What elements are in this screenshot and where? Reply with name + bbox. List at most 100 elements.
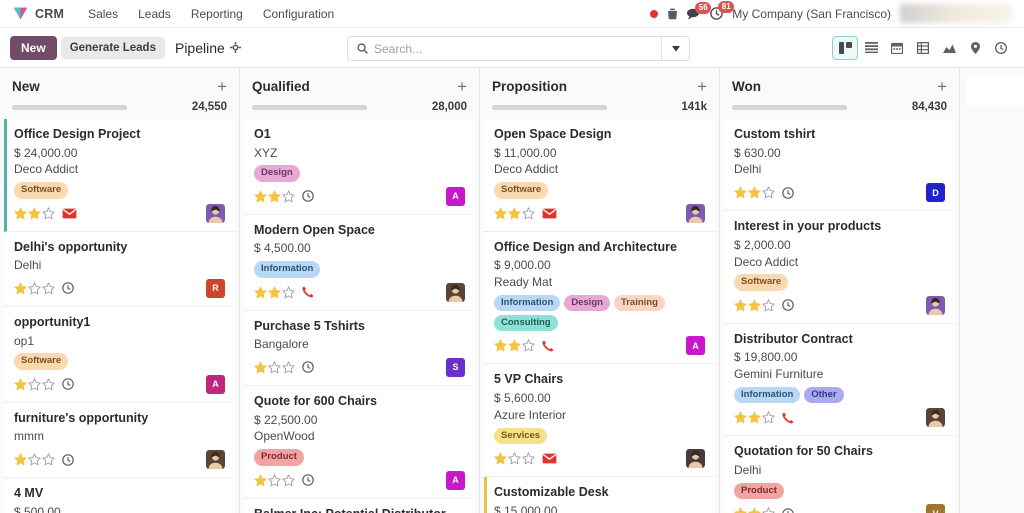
card-tag[interactable]: Product <box>254 449 304 466</box>
card-tag[interactable]: Information <box>494 294 561 312</box>
star-empty-icon[interactable] <box>508 452 521 465</box>
priority-stars[interactable] <box>734 411 775 424</box>
gear-icon[interactable] <box>229 42 241 53</box>
card-tag[interactable]: Consulting <box>494 315 558 332</box>
search-bar[interactable] <box>347 36 690 61</box>
star-filled-icon[interactable] <box>254 190 267 203</box>
kanban-card[interactable]: O1 XYZ Design A <box>244 119 475 215</box>
app-brand[interactable]: CRM <box>8 6 64 21</box>
kanban-card[interactable]: Balmer Inc: Potential Distributor$ 1,000… <box>244 498 475 513</box>
priority-stars[interactable] <box>14 206 55 220</box>
star-filled-icon[interactable] <box>748 299 761 312</box>
star-empty-icon[interactable] <box>522 206 535 220</box>
priority-stars[interactable] <box>494 452 535 465</box>
new-record-button[interactable]: New <box>10 35 57 60</box>
star-empty-icon[interactable] <box>762 299 775 312</box>
clock-activity-icon[interactable] <box>782 507 794 513</box>
kanban-card[interactable]: 4 MV$ 500.00MmServices <box>4 478 235 513</box>
add-card-icon[interactable]: + <box>937 76 947 96</box>
kanban-card[interactable]: Quote for 600 Chairs $ 22,500.00 OpenWood P… <box>244 385 475 499</box>
clock-activity-icon[interactable] <box>302 190 314 203</box>
card-tag[interactable]: Design <box>254 165 300 182</box>
star-empty-icon[interactable] <box>28 453 41 466</box>
priority-stars[interactable] <box>734 507 775 513</box>
view-button-calendar[interactable] <box>884 35 910 60</box>
avatar[interactable] <box>206 203 225 223</box>
avatar[interactable]: A <box>686 336 705 356</box>
card-tag[interactable]: Other <box>804 387 844 404</box>
kanban-card[interactable]: Office Design and Architecture $ 9,000.00… <box>484 231 715 365</box>
kanban-card[interactable]: Modern Open Space $ 4,500.00 Information <box>244 214 475 311</box>
star-filled-icon[interactable] <box>14 282 27 295</box>
star-empty-icon[interactable] <box>42 282 55 295</box>
priority-stars[interactable] <box>494 339 535 352</box>
star-empty-icon[interactable] <box>268 361 281 374</box>
star-filled-icon[interactable] <box>508 339 521 352</box>
star-filled-icon[interactable] <box>748 411 761 424</box>
avatar[interactable] <box>686 449 705 469</box>
kanban-card[interactable]: opportunity1 op1 Software A <box>4 306 235 403</box>
star-empty-icon[interactable] <box>762 411 775 424</box>
avatar[interactable] <box>926 408 945 428</box>
star-filled-icon[interactable] <box>734 186 747 199</box>
generate-leads-button[interactable]: Generate Leads <box>60 36 165 59</box>
star-empty-icon[interactable] <box>42 453 55 466</box>
search-input[interactable] <box>374 41 661 56</box>
kanban-card[interactable]: Purchase 5 Tshirts Bangalore S <box>244 310 475 386</box>
avatar[interactable] <box>206 450 225 470</box>
star-empty-icon[interactable] <box>268 473 281 487</box>
menu-item-leads[interactable]: Leads <box>138 6 171 21</box>
avatar[interactable] <box>686 203 705 223</box>
clock-activity-icon[interactable] <box>62 378 74 391</box>
clock-activity-icon[interactable] <box>302 361 314 374</box>
view-button-list[interactable] <box>858 35 884 60</box>
avatar[interactable]: V <box>926 504 945 513</box>
column-progress-bar[interactable] <box>252 104 367 110</box>
star-filled-icon[interactable] <box>734 507 747 513</box>
star-filled-icon[interactable] <box>254 285 267 299</box>
avatar[interactable] <box>446 282 465 302</box>
card-tag[interactable]: Software <box>494 182 549 199</box>
star-empty-icon[interactable] <box>28 282 41 295</box>
view-button-activity[interactable] <box>988 35 1014 60</box>
star-empty-icon[interactable] <box>282 190 295 203</box>
star-filled-icon[interactable] <box>254 473 267 487</box>
kanban-card[interactable]: Distributor Contract $ 19,800.00 Gemini Fu… <box>724 323 955 437</box>
add-card-icon[interactable]: + <box>457 76 467 96</box>
star-empty-icon[interactable] <box>522 452 535 465</box>
star-empty-icon[interactable] <box>282 361 295 374</box>
avatar[interactable] <box>926 295 945 315</box>
priority-stars[interactable] <box>254 190 295 203</box>
trash-icon[interactable] <box>667 8 678 20</box>
star-filled-icon[interactable] <box>508 206 521 220</box>
card-tag[interactable]: Training <box>613 294 665 312</box>
star-filled-icon[interactable] <box>494 452 507 465</box>
avatar[interactable]: D <box>926 183 945 203</box>
phone-activity-icon[interactable] <box>302 286 314 298</box>
kanban-card[interactable]: Interest in your products $ 2,000.00 Deco … <box>724 211 955 324</box>
star-filled-icon[interactable] <box>734 299 747 312</box>
avatar[interactable]: A <box>446 186 465 206</box>
star-filled-icon[interactable] <box>14 378 27 391</box>
star-filled-icon[interactable] <box>268 190 281 203</box>
mail-activity-icon[interactable] <box>62 208 77 219</box>
star-filled-icon[interactable] <box>28 206 41 220</box>
search-dropdown-toggle[interactable] <box>661 37 689 60</box>
priority-stars[interactable] <box>14 282 55 295</box>
phone-activity-icon[interactable] <box>782 412 794 424</box>
view-button-map[interactable] <box>962 35 988 60</box>
star-filled-icon[interactable] <box>14 206 27 220</box>
view-button-graph[interactable] <box>936 35 962 60</box>
clock-activity-icon[interactable] <box>62 453 74 466</box>
activities-icon[interactable]: 81 <box>710 1 735 20</box>
star-empty-icon[interactable] <box>762 507 775 513</box>
star-filled-icon[interactable] <box>734 411 747 424</box>
kanban-card[interactable]: furniture's opportunity mmm <box>4 402 235 479</box>
avatar[interactable]: S <box>446 357 465 377</box>
view-button-pivot[interactable] <box>910 35 936 60</box>
card-tag[interactable]: Product <box>734 482 784 500</box>
mail-activity-icon[interactable] <box>542 208 557 219</box>
column-progress-bar[interactable] <box>732 104 847 110</box>
card-tag[interactable]: Services <box>494 427 548 445</box>
